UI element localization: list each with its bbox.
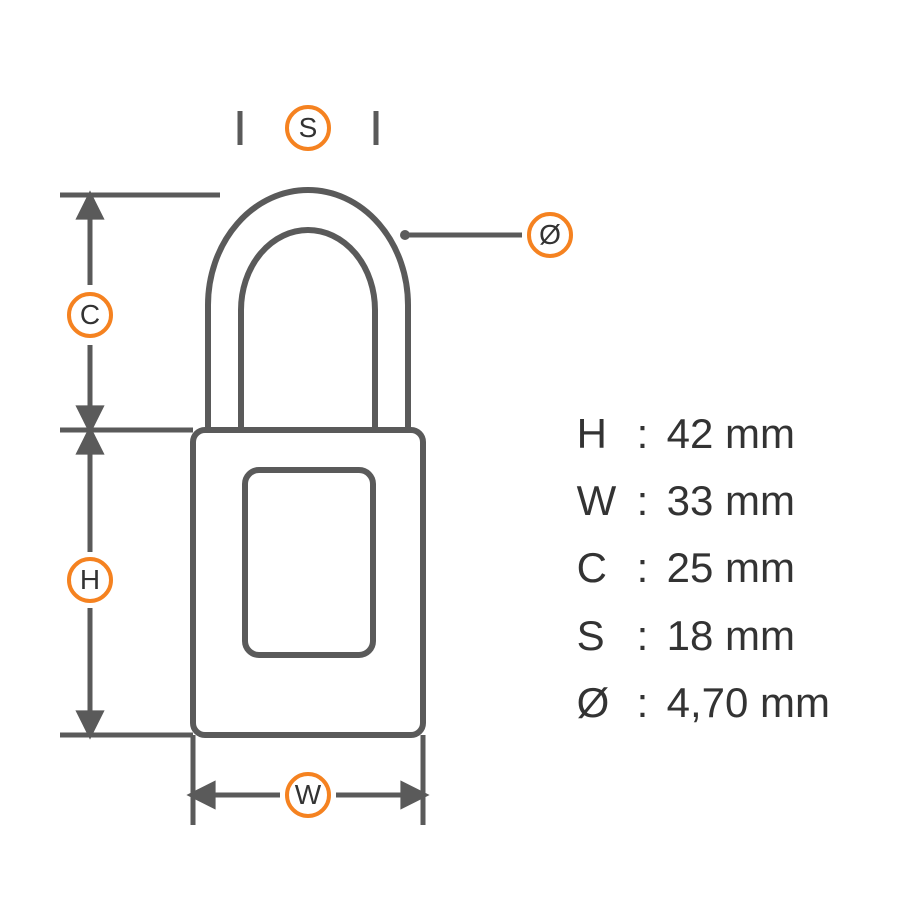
label-w-text: W [295, 779, 321, 811]
legend-key: Ø [577, 669, 637, 736]
legend-row-w: W : 33 mm [577, 467, 830, 534]
label-s-text: S [299, 112, 318, 144]
padlock-panel [245, 470, 373, 655]
label-h: H [67, 557, 113, 603]
legend-row-c: C : 25 mm [577, 534, 830, 601]
padlock-shackle [208, 190, 408, 430]
legend-key: S [577, 602, 637, 669]
dimensions-legend: H : 42 mm W : 33 mm C : 25 mm S : 18 mm … [577, 400, 830, 736]
legend-value: 18 mm [667, 602, 795, 669]
legend-key: W [577, 467, 637, 534]
legend-key: C [577, 534, 637, 601]
label-c-text: C [80, 299, 100, 331]
legend-row-diameter: Ø : 4,70 mm [577, 669, 830, 736]
label-diameter: Ø [527, 212, 573, 258]
legend-value: 4,70 mm [667, 669, 830, 736]
legend-value: 33 mm [667, 467, 795, 534]
legend-row-s: S : 18 mm [577, 602, 830, 669]
label-s: S [285, 105, 331, 151]
label-c: C [67, 292, 113, 338]
legend-row-h: H : 42 mm [577, 400, 830, 467]
diagram-canvas: S Ø C H W H : 42 mm W : 33 mm C : 25 mm … [0, 0, 900, 900]
legend-value: 25 mm [667, 534, 795, 601]
label-diameter-text: Ø [539, 219, 561, 251]
legend-key: H [577, 400, 637, 467]
label-h-text: H [80, 564, 100, 596]
legend-value: 42 mm [667, 400, 795, 467]
label-w: W [285, 772, 331, 818]
